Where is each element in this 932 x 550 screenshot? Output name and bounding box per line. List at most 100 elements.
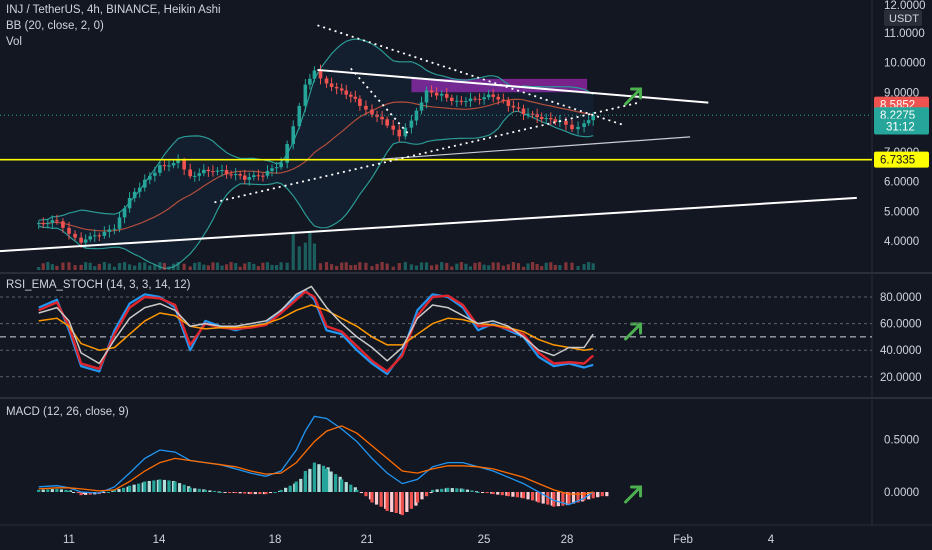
- macd-histogram-bar: [84, 492, 88, 495]
- volume-bar: [84, 262, 88, 270]
- volume-bar: [261, 262, 265, 270]
- candle-body: [385, 119, 389, 126]
- candle-body: [229, 174, 233, 176]
- volume-bar: [197, 262, 201, 270]
- candle-body: [576, 126, 580, 130]
- macd-histogram-bar: [605, 492, 609, 497]
- macd-tick-label: 0.0000: [884, 487, 919, 499]
- volume-bar: [335, 265, 339, 270]
- price-pane[interactable]: [0, 24, 872, 270]
- volume-bar: [530, 262, 535, 270]
- macd-histogram-bar: [67, 490, 71, 492]
- macd-histogram-bar: [188, 487, 192, 492]
- macd-histogram-bar: [476, 492, 480, 493]
- macd-histogram-bar: [370, 492, 374, 503]
- macd-histogram-bar: [284, 487, 288, 492]
- candle-body: [318, 70, 323, 79]
- time-tick-label: 4: [768, 534, 775, 546]
- candle-body: [344, 90, 349, 95]
- volume-bar: [477, 262, 482, 270]
- macd-histogram-bar: [234, 492, 238, 494]
- candle-body: [137, 187, 142, 192]
- rsi-series-line: [38, 304, 594, 351]
- candle-body: [202, 169, 206, 174]
- macd-histogram-bar: [511, 492, 515, 497]
- volume-bar: [324, 262, 329, 270]
- macd-histogram-bar: [158, 479, 162, 492]
- trendline: [0, 196, 857, 253]
- macd-histogram-bar: [567, 492, 571, 505]
- macd-histogram-bar: [59, 489, 64, 492]
- macd-histogram-bar: [506, 492, 510, 497]
- candle-body: [270, 168, 274, 171]
- volume-bar: [440, 262, 444, 270]
- volume-bar: [285, 262, 289, 270]
- macd-histogram-bar: [117, 488, 121, 492]
- macd-histogram-bar: [112, 489, 117, 492]
- candle-body: [182, 160, 186, 170]
- macd-histogram-bar: [470, 490, 474, 492]
- volume-bar: [506, 264, 510, 270]
- rsi-pane[interactable]: [0, 285, 872, 378]
- macd-histogram-bar: [249, 492, 253, 495]
- candle-body: [291, 126, 296, 145]
- candle-body: [112, 228, 117, 230]
- candle-body: [261, 175, 265, 177]
- bullish-arrow-macd: [624, 486, 642, 504]
- candle-body: [364, 105, 368, 110]
- candle-body: [329, 83, 334, 88]
- macd-histogram-bar: [596, 492, 600, 497]
- volume-bar: [291, 233, 295, 270]
- rsi-tick-label: 80.0000: [880, 292, 922, 304]
- candle-body: [312, 70, 317, 79]
- candle-body: [224, 170, 229, 175]
- volume-bar: [73, 265, 77, 270]
- candle-body: [41, 223, 46, 225]
- volume-bar: [50, 264, 54, 270]
- candle-body: [73, 233, 77, 238]
- macd-histogram-bar: [212, 490, 217, 492]
- vol-legend[interactable]: Vol: [6, 36, 22, 48]
- volume-bar: [353, 264, 357, 270]
- volume-bar: [553, 264, 557, 270]
- candle-body: [444, 93, 449, 98]
- rsi-legend[interactable]: RSI_EMA_STOCH (14, 3, 3, 14, 12): [6, 279, 191, 291]
- candle-body: [391, 125, 396, 130]
- bullish-arrow-price-head: [630, 87, 643, 100]
- macd-histogram-bar: [591, 492, 595, 497]
- candle-body: [403, 127, 408, 137]
- volume-bar: [496, 262, 500, 270]
- macd-histogram-bar: [344, 482, 348, 492]
- volume-bar: [312, 243, 317, 270]
- candle-body: [582, 123, 586, 127]
- macd-histogram-bar: [128, 485, 132, 492]
- macd-pane[interactable]: [37, 415, 643, 516]
- macd-histogram-bar: [465, 489, 470, 492]
- candle-body: [158, 165, 162, 173]
- macd-histogram-bar: [405, 492, 409, 512]
- volume-bar: [79, 264, 83, 270]
- candle-body: [516, 107, 521, 109]
- volume-bar: [247, 262, 251, 270]
- candle-body: [586, 120, 591, 124]
- candle-body: [409, 120, 414, 128]
- price-tick-label: 9.0000: [884, 87, 919, 99]
- volume-bar: [122, 262, 127, 270]
- macd-histogram-bar: [312, 462, 317, 492]
- candle-body: [334, 87, 339, 89]
- volume-bar: [526, 263, 530, 270]
- macd-legend[interactable]: MACD (12, 26, close, 9): [6, 406, 129, 418]
- macd-histogram-bar: [526, 492, 530, 500]
- volume-bar: [229, 262, 233, 270]
- candle-body: [535, 114, 539, 118]
- volume-bar: [340, 262, 344, 270]
- macd-histogram-bar: [364, 492, 368, 497]
- volume-bar: [544, 262, 548, 270]
- volume-bar: [344, 262, 348, 270]
- macd-histogram-bar: [394, 492, 398, 513]
- macd-histogram-bar: [530, 492, 535, 501]
- volume-bar: [202, 264, 206, 270]
- volume-bar: [97, 263, 101, 270]
- bb-legend[interactable]: BB (20, close, 2, 0): [6, 20, 104, 32]
